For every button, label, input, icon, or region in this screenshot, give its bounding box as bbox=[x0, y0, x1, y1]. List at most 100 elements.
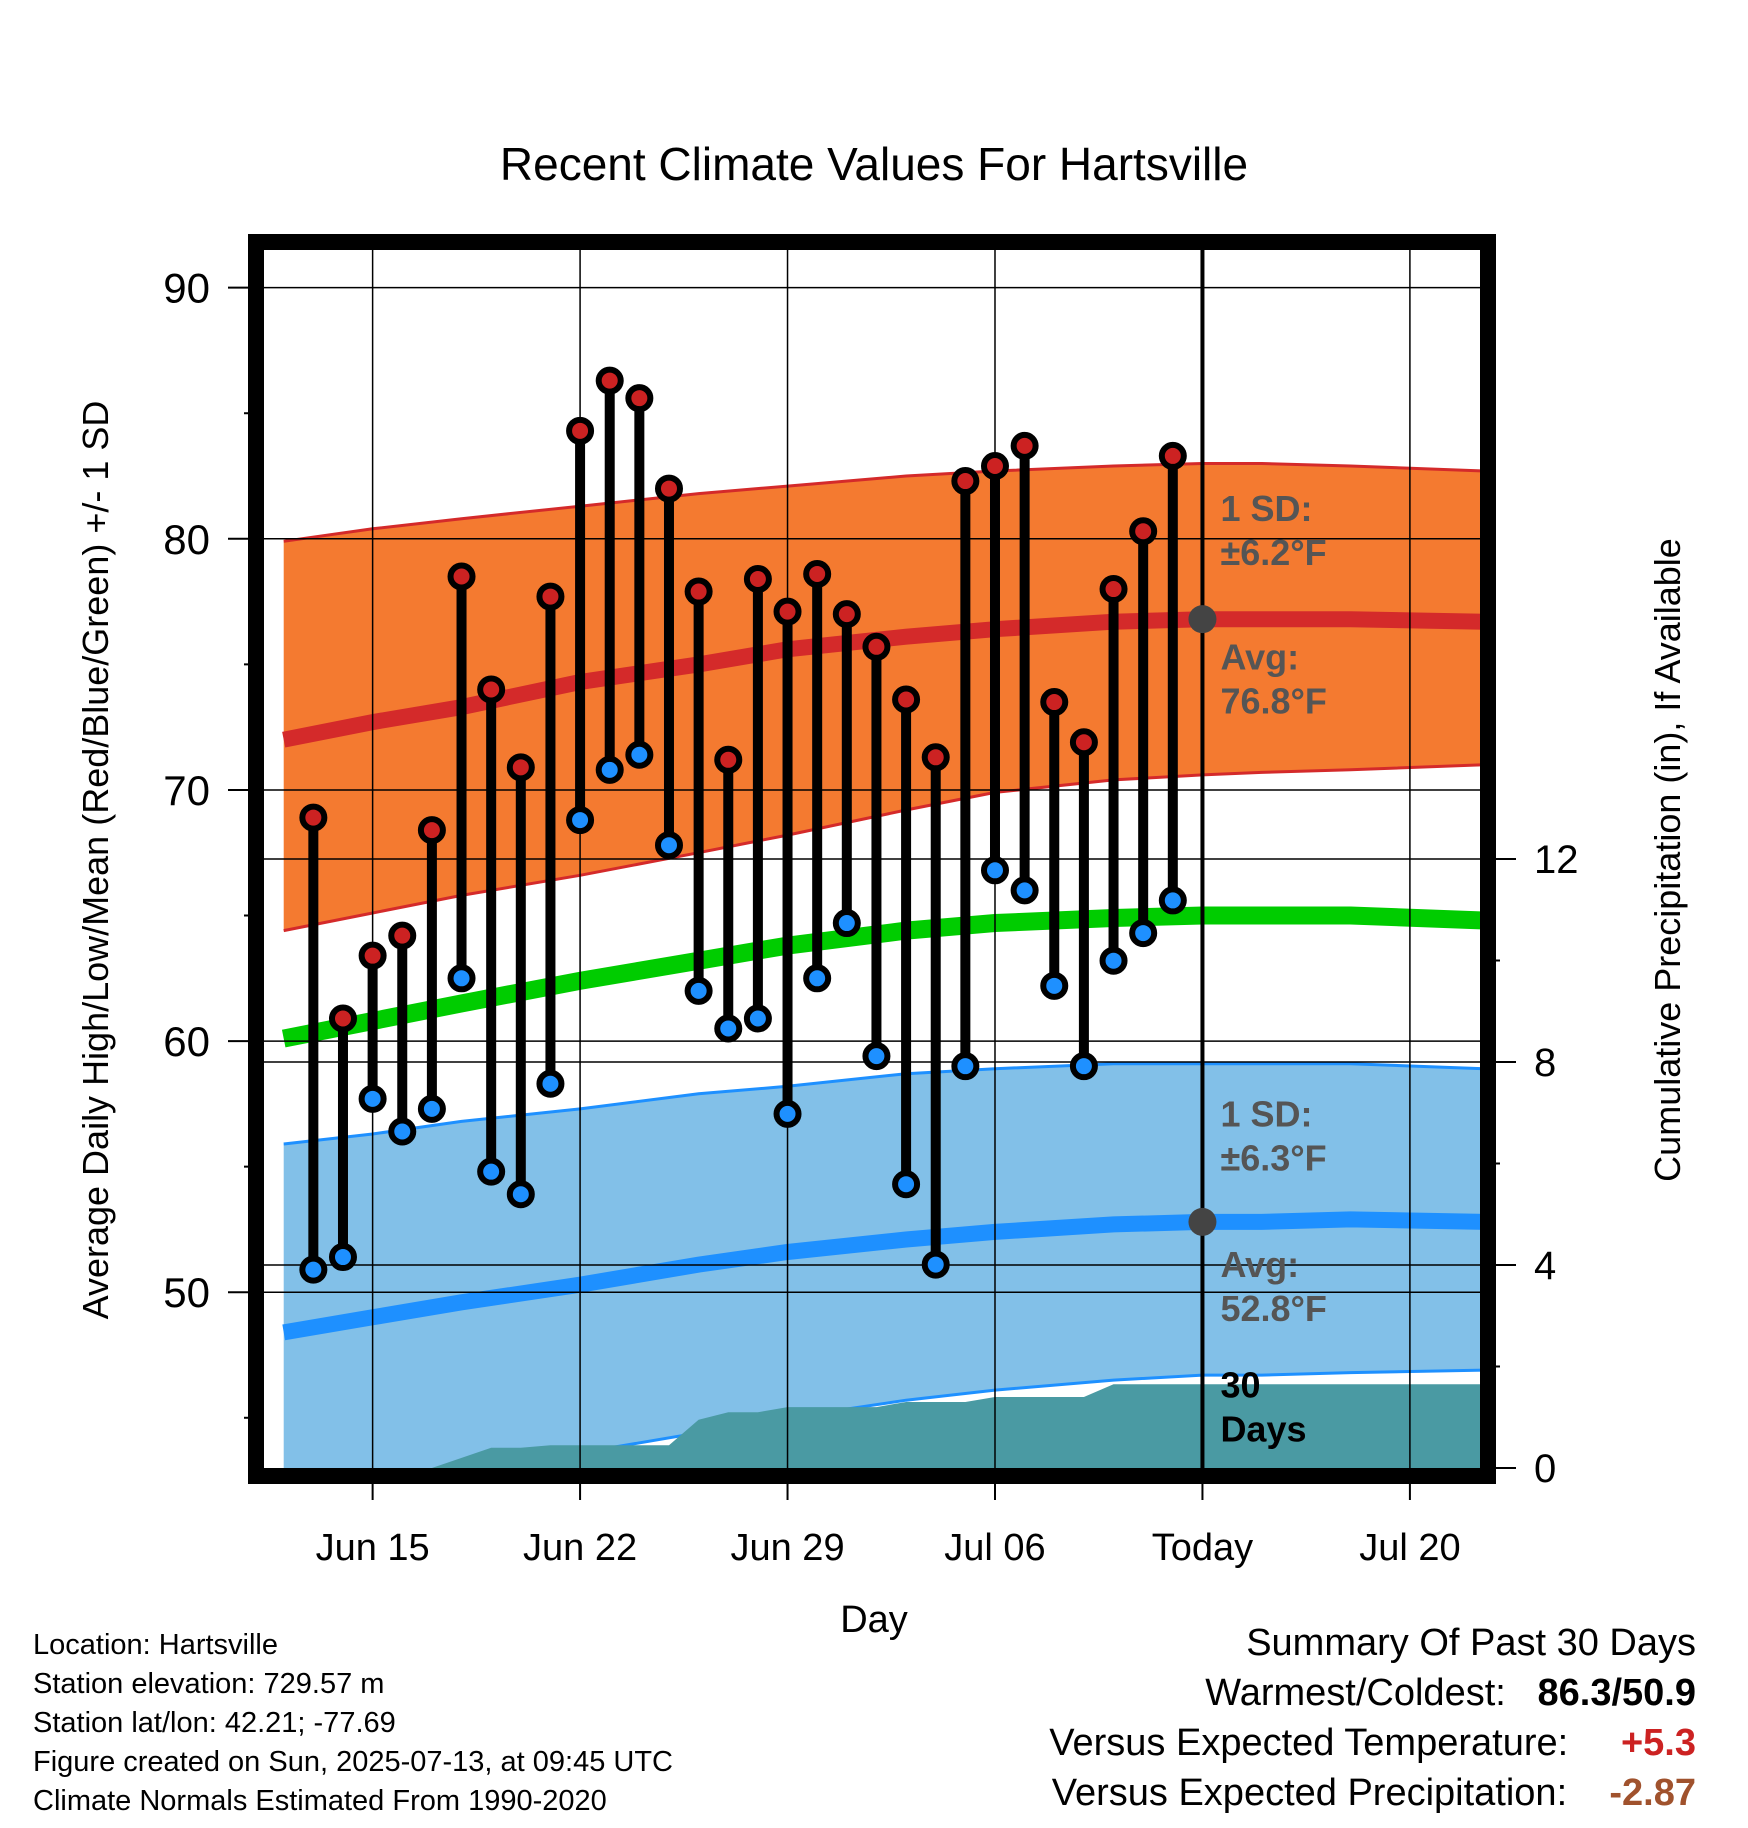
low-avg-annotation: Avg: bbox=[1220, 1244, 1299, 1285]
daily-high-point bbox=[566, 416, 595, 445]
daily-low-point bbox=[773, 1099, 802, 1128]
y-tick-label: 70 bbox=[163, 767, 210, 814]
temp-anomaly-label: Versus Expected Temperature: bbox=[1049, 1722, 1569, 1764]
daily-low-point bbox=[417, 1094, 446, 1123]
climate-normals-note: Climate Normals Estimated From 1990-2020 bbox=[33, 1785, 607, 1817]
daily-high-point bbox=[447, 562, 476, 591]
low-avg-line bbox=[282, 1211, 1484, 1341]
daily-high-point bbox=[328, 1004, 357, 1033]
daily-high-point bbox=[803, 559, 832, 588]
high-sd-annotation: ±6.2°F bbox=[1220, 532, 1326, 573]
daily-high-point bbox=[1040, 688, 1069, 717]
high-sd-upper-edge bbox=[283, 462, 1484, 543]
daily-low-point bbox=[1069, 1052, 1098, 1081]
today-high-avg-marker bbox=[1188, 605, 1217, 634]
x-tick-label: Today bbox=[1152, 1527, 1253, 1569]
today-low-avg-marker bbox=[1188, 1207, 1217, 1236]
high-sd-annotation: 1 SD: bbox=[1220, 488, 1312, 529]
daily-low-point bbox=[803, 964, 832, 993]
daily-low-point bbox=[506, 1180, 535, 1209]
daily-high-point bbox=[1069, 728, 1098, 757]
y2-tick-label: 4 bbox=[1534, 1244, 1556, 1288]
summary-precipitation: Versus Expected Precipitation: -2.87 bbox=[1052, 1772, 1696, 1815]
x-axis-label: Day bbox=[840, 1599, 908, 1641]
daily-high-point bbox=[536, 582, 565, 611]
daily-high-point bbox=[1099, 575, 1128, 604]
high-avg-annotation: Avg: bbox=[1220, 636, 1299, 677]
daily-high-point bbox=[773, 597, 802, 626]
low-sd-annotation: ±6.3°F bbox=[1220, 1137, 1326, 1178]
daily-high-point bbox=[951, 467, 980, 496]
daily-low-point bbox=[566, 806, 595, 835]
daily-low-point bbox=[1099, 946, 1128, 975]
daily-high-point bbox=[892, 685, 921, 714]
precip-area bbox=[342, 1384, 1484, 1468]
daily-low-point bbox=[862, 1042, 891, 1071]
y-tick-label: 80 bbox=[163, 516, 210, 563]
daily-high-point bbox=[684, 577, 713, 606]
low-avg-annotation: 52.8°F bbox=[1220, 1288, 1326, 1329]
daily-low-point bbox=[1129, 919, 1158, 948]
y2-tick-label: 8 bbox=[1534, 1041, 1556, 1085]
daily-low-point bbox=[328, 1243, 357, 1272]
daily-high-point bbox=[743, 564, 772, 593]
y-axis-label: Average Daily High/Low/Mean (Red/Blue/Gr… bbox=[75, 401, 116, 1320]
station-latlon: Station lat/lon: 42.21; -77.69 bbox=[33, 1707, 396, 1739]
precip-days-annotation: 30 bbox=[1220, 1365, 1260, 1406]
low-sd-band bbox=[283, 1063, 1484, 1468]
daily-low-point bbox=[832, 909, 861, 938]
y2-tick-label: 12 bbox=[1534, 838, 1579, 882]
x-tick-label: Jun 22 bbox=[523, 1527, 637, 1569]
station-elevation: Station elevation: 729.57 m bbox=[33, 1668, 385, 1700]
daily-high-point bbox=[1158, 441, 1187, 470]
daily-low-point bbox=[951, 1052, 980, 1081]
daily-high-point bbox=[506, 753, 535, 782]
y-tick-label: 50 bbox=[163, 1269, 210, 1316]
daily-high-point bbox=[714, 745, 743, 774]
station-location: Location: Hartsville bbox=[33, 1629, 278, 1661]
daily-high-point bbox=[625, 384, 654, 413]
x-tick-label: Jun 29 bbox=[730, 1527, 844, 1569]
y2-tick-label: 0 bbox=[1534, 1447, 1556, 1491]
precip-anomaly-value: -2.87 bbox=[1609, 1772, 1696, 1814]
summary-temperature: Versus Expected Temperature: +5.3 bbox=[1049, 1722, 1696, 1765]
daily-high-point bbox=[388, 921, 417, 950]
daily-high-point bbox=[417, 816, 446, 845]
temp-anomaly-value: +5.3 bbox=[1620, 1722, 1696, 1764]
daily-low-point bbox=[892, 1170, 921, 1199]
x-tick-label: Jul 20 bbox=[1359, 1527, 1460, 1569]
daily-high-point bbox=[1010, 431, 1039, 460]
daily-low-point bbox=[980, 856, 1009, 885]
daily-low-point bbox=[447, 964, 476, 993]
daily-high-point bbox=[862, 632, 891, 661]
daily-low-point bbox=[477, 1157, 506, 1186]
daily-high-point bbox=[980, 451, 1009, 480]
daily-low-point bbox=[654, 831, 683, 860]
daily-low-point bbox=[743, 1004, 772, 1033]
precip-anomaly-label: Versus Expected Precipitation: bbox=[1051, 1772, 1568, 1814]
daily-low-point bbox=[299, 1255, 328, 1284]
daily-high-point bbox=[832, 600, 861, 629]
summary-title: Summary Of Past 30 Days bbox=[1246, 1622, 1696, 1664]
daily-high-point bbox=[358, 941, 387, 970]
x-tick-label: Jun 15 bbox=[316, 1527, 430, 1569]
warmest-coldest-label: Warmest/Coldest: bbox=[1205, 1672, 1506, 1714]
daily-low-point bbox=[536, 1069, 565, 1098]
precip-days-annotation: Days bbox=[1220, 1409, 1306, 1450]
daily-low-point bbox=[625, 740, 654, 769]
y-tick-label: 90 bbox=[163, 265, 210, 312]
daily-low-point bbox=[595, 755, 624, 784]
summary-warmest-coldest: Warmest/Coldest: 86.3/50.9 bbox=[1205, 1672, 1696, 1715]
y-tick-label: 60 bbox=[163, 1018, 210, 1065]
daily-low-point bbox=[1010, 876, 1039, 905]
low-sd-lower-edge bbox=[468, 1368, 1484, 1468]
daily-high-point bbox=[921, 743, 950, 772]
daily-low-point bbox=[1040, 971, 1069, 1000]
daily-low-point bbox=[921, 1250, 950, 1279]
daily-high-point bbox=[299, 803, 328, 832]
daily-high-point bbox=[477, 675, 506, 704]
plot-frame bbox=[248, 234, 1496, 1484]
figure-created: Figure created on Sun, 2025-07-13, at 09… bbox=[33, 1746, 673, 1778]
daily-high-point bbox=[1129, 517, 1158, 546]
